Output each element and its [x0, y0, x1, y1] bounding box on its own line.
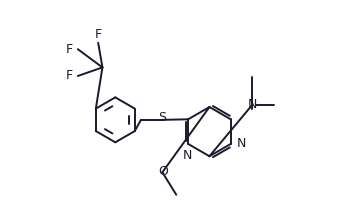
Text: F: F	[65, 43, 73, 56]
Text: O: O	[159, 165, 168, 178]
Text: S: S	[158, 111, 166, 124]
Text: F: F	[95, 28, 102, 41]
Text: F: F	[65, 70, 73, 82]
Text: N: N	[237, 137, 246, 150]
Text: N: N	[248, 98, 257, 111]
Text: N: N	[182, 149, 192, 162]
